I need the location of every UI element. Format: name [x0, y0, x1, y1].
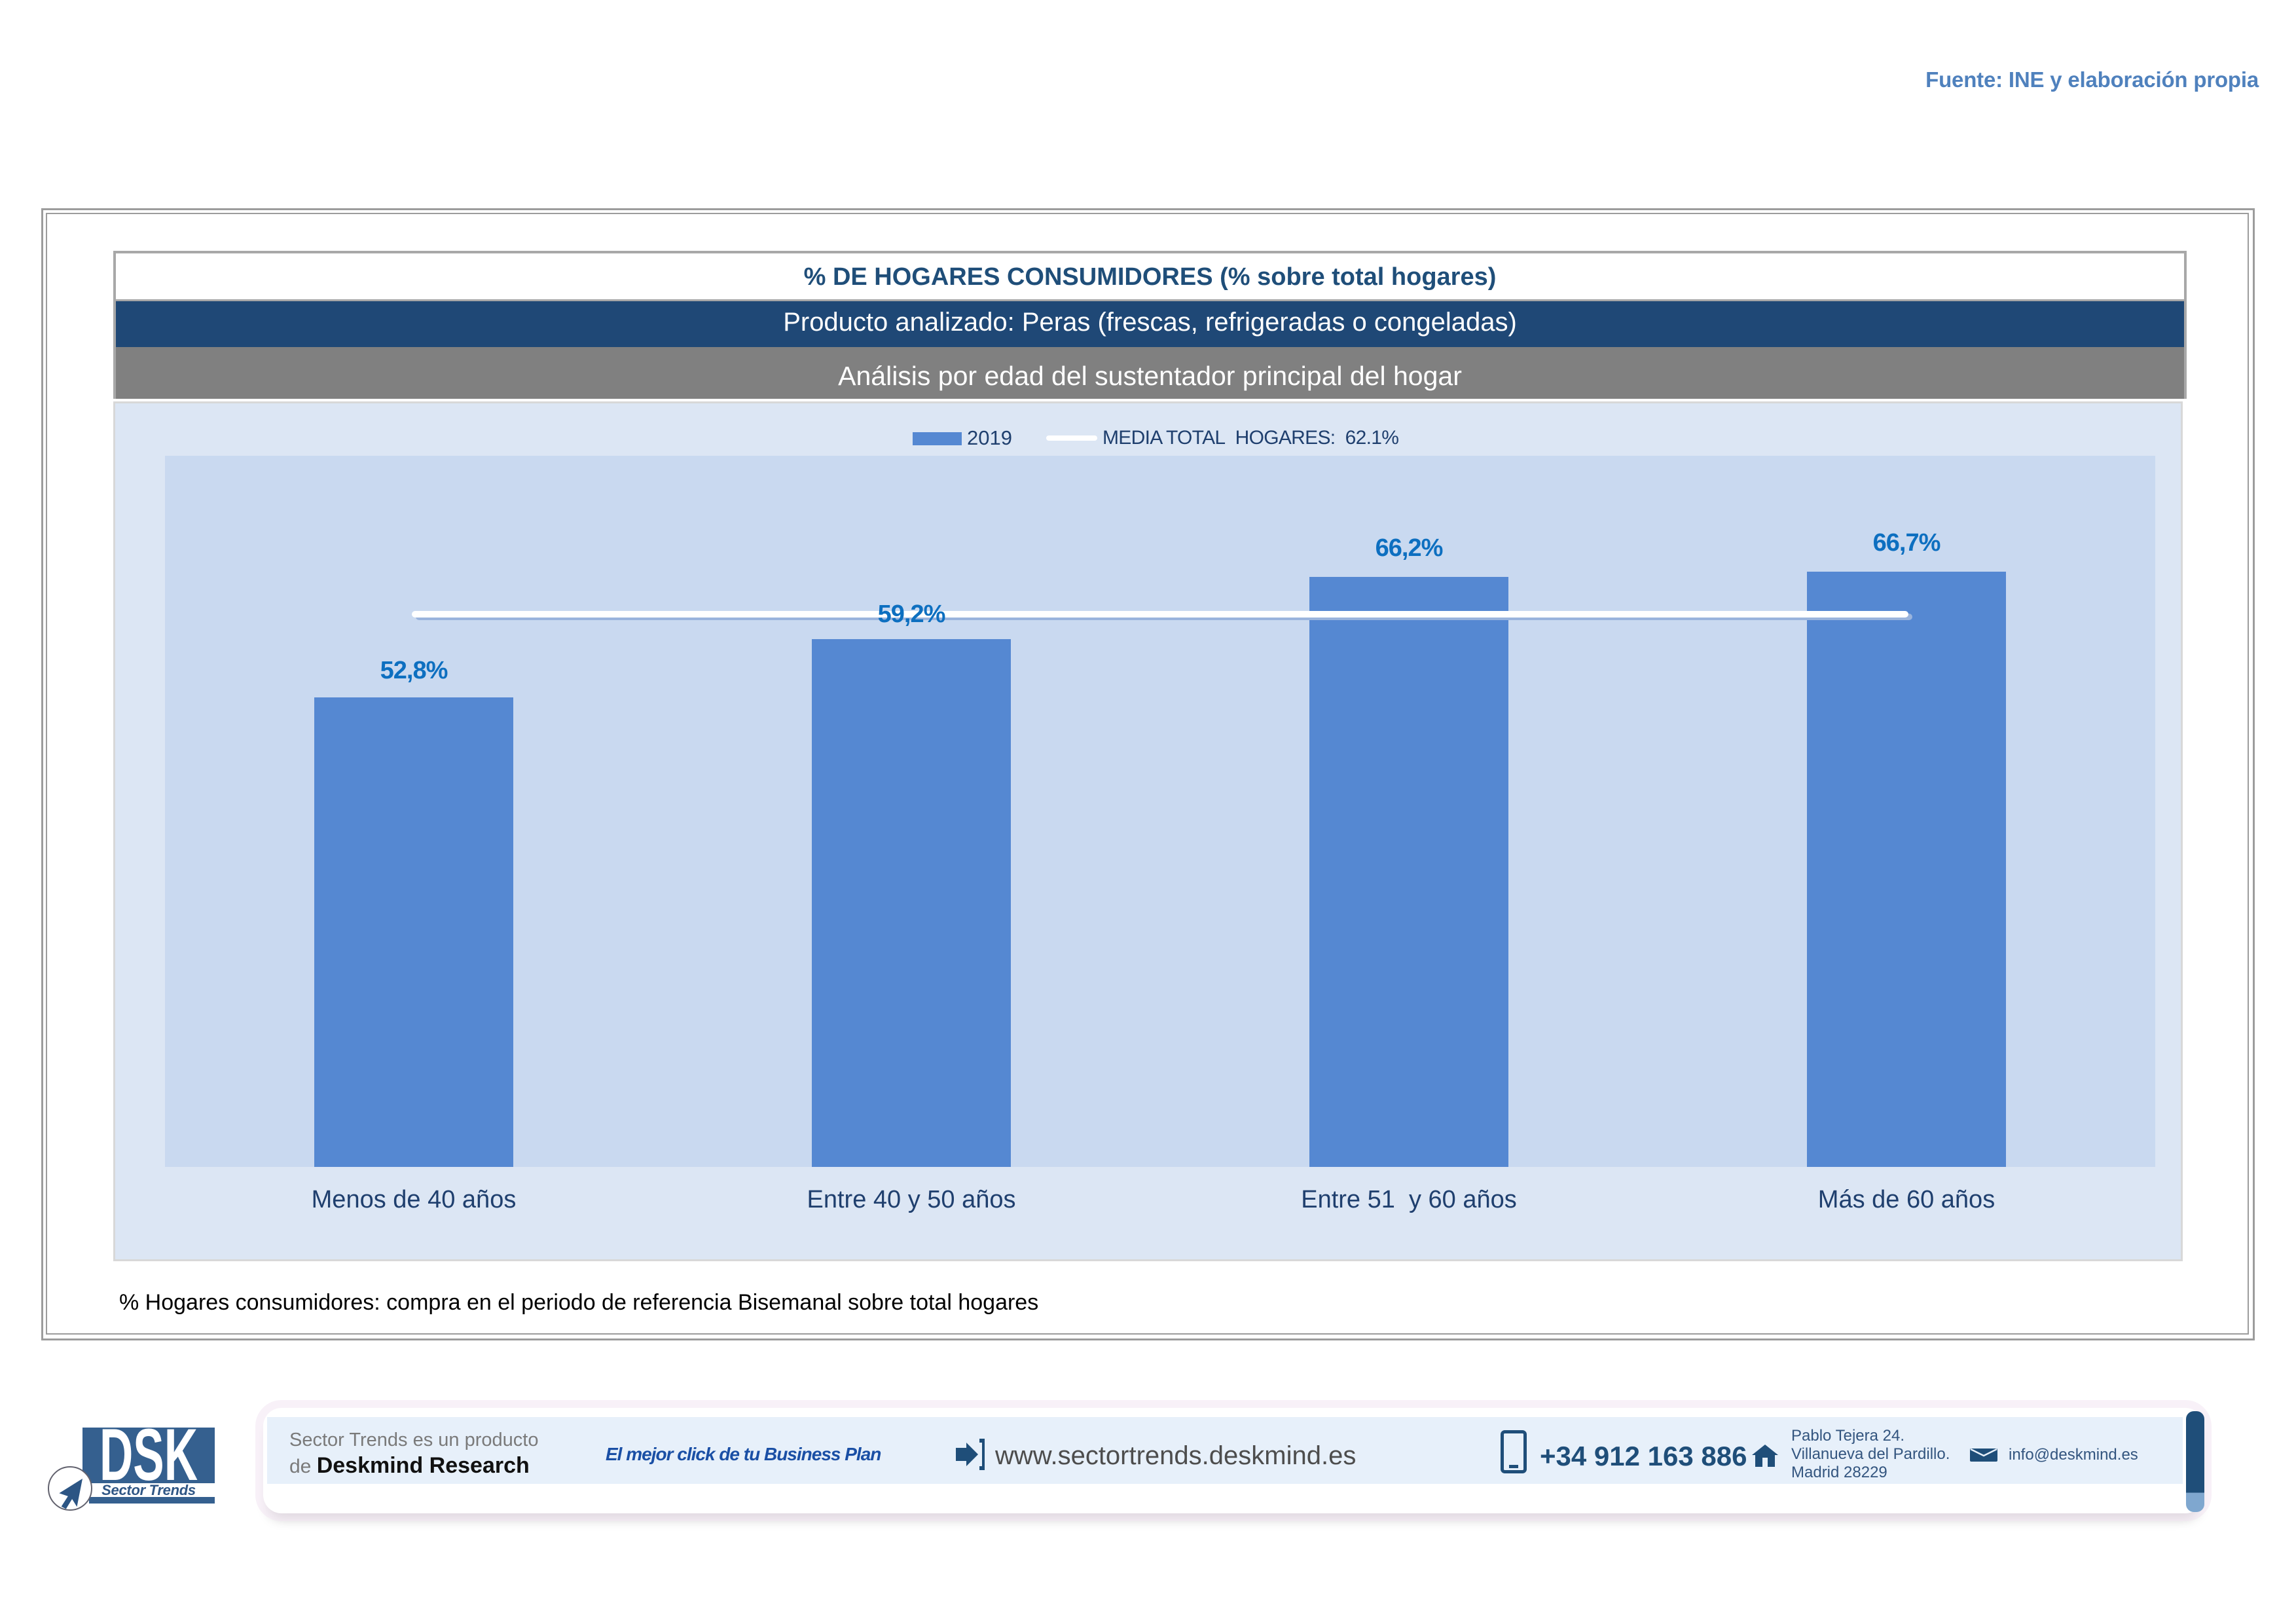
svg-text:DSK: DSK [100, 1428, 198, 1483]
